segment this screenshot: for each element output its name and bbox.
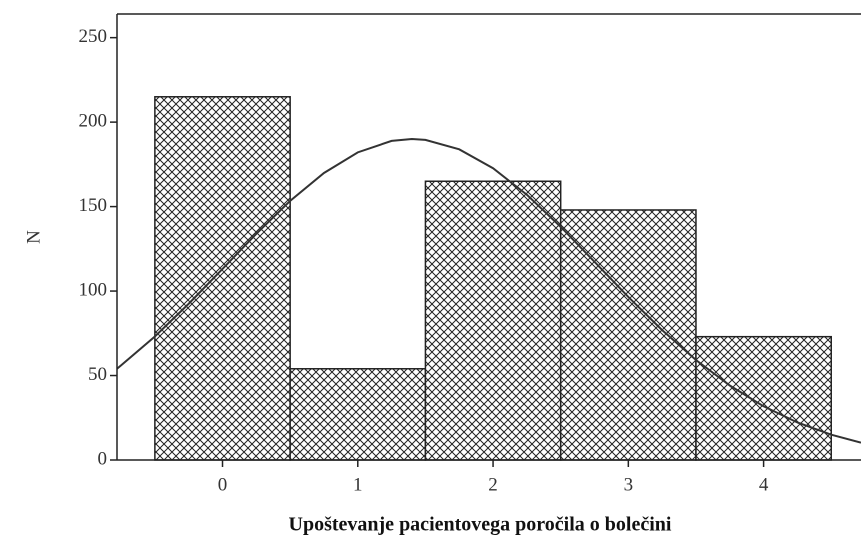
x-tick-label: 1 — [353, 474, 363, 495]
y-tick-label: 200 — [79, 110, 108, 131]
x-tick-label: 0 — [218, 474, 228, 495]
y-tick-label: 250 — [79, 26, 108, 47]
normal-curve — [116, 138, 861, 444]
y-tick-label: 150 — [79, 195, 108, 216]
x-tick-label: 4 — [759, 474, 769, 495]
bar — [424, 180, 562, 461]
y-tick-label: 50 — [88, 364, 107, 385]
y-tick-label: 0 — [98, 448, 108, 469]
bar — [289, 368, 427, 461]
x-axis-label: Upoštevanje pacientovega poročila o bole… — [289, 514, 672, 536]
y-tick-label: 100 — [79, 279, 108, 300]
bar — [695, 335, 832, 461]
y-axis-label: N — [23, 230, 44, 244]
bar — [154, 96, 291, 461]
x-tick-label: 2 — [488, 474, 498, 495]
x-tick-label: 3 — [624, 474, 634, 495]
